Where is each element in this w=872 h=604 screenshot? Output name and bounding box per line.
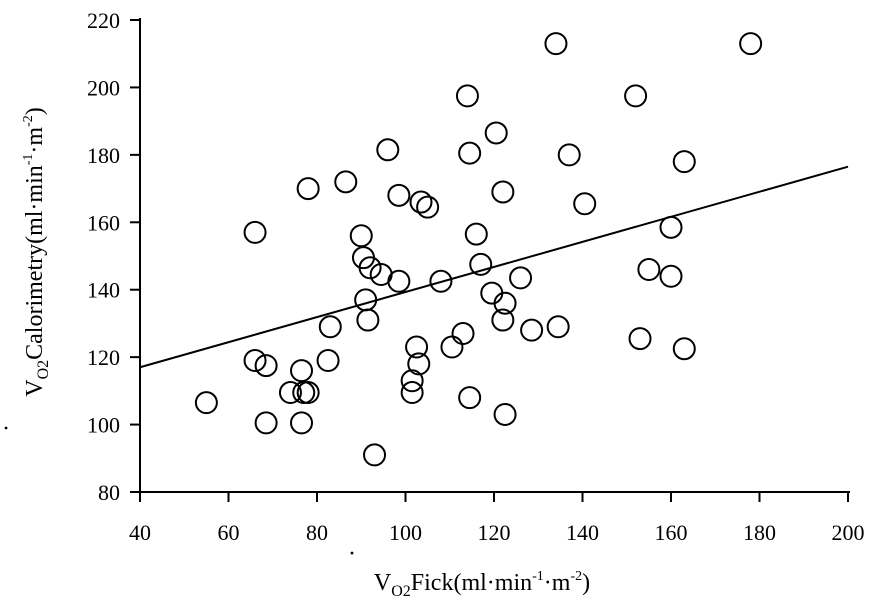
scatter-point (243, 349, 267, 373)
y-tick-label: 100 (87, 413, 120, 438)
x-tick-label: 80 (306, 520, 328, 545)
scatter-point (493, 402, 517, 426)
scatter-point (469, 252, 493, 276)
y-tick-label: 180 (87, 143, 120, 168)
x-axis: 40 60 80 100 120 140 160 180 200 (129, 491, 865, 545)
y-axis-title-sup1: -1 (21, 154, 36, 166)
plot-area (139, 32, 849, 467)
scatter-point (429, 269, 453, 293)
scatter-point (400, 369, 424, 393)
scatter-point (484, 121, 508, 145)
x-tick-label: 160 (655, 520, 688, 545)
scatter-point (358, 256, 382, 280)
x-axis-title-main: V (374, 570, 392, 596)
scatter-point (356, 308, 380, 332)
scatter-point (509, 266, 533, 290)
scatter-point (546, 315, 570, 339)
x-tick-label: 40 (129, 520, 151, 545)
y-axis-title-sub: O2 (35, 360, 52, 380)
x-axis-title-sub: O2 (391, 583, 411, 600)
scatter-point (194, 391, 218, 415)
x-axis-title-dot: · (348, 541, 356, 567)
x-axis-title-sup1: -1 (532, 569, 544, 584)
scatter-point (455, 84, 479, 108)
scatter-point (628, 327, 652, 351)
y-axis-title-sup2: -2 (21, 115, 36, 127)
y-axis-title-end: ) (22, 107, 48, 115)
scatter-point (254, 354, 278, 378)
scatter-point (318, 315, 342, 339)
scatter-point (659, 215, 683, 239)
scatter-point (491, 308, 515, 332)
scatter-point (464, 222, 488, 246)
scatter-point (672, 150, 696, 174)
x-tick-label: 100 (389, 520, 422, 545)
scatter-point (349, 224, 373, 248)
scatter-point (243, 220, 267, 244)
scatter-point (637, 257, 661, 281)
scatter-point (451, 322, 475, 346)
x-tick-label: 180 (743, 520, 776, 545)
y-tick-label: 140 (87, 278, 120, 303)
scatter-point (491, 180, 515, 204)
y-tick-label: 220 (87, 8, 120, 33)
scatter-point (316, 349, 340, 373)
scatter-point (409, 190, 433, 214)
scatter-point (290, 359, 314, 383)
x-tick-label: 200 (832, 520, 865, 545)
scatter-point (624, 84, 648, 108)
regression-line (139, 165, 849, 369)
y-tick-label: 160 (87, 210, 120, 235)
scatter-point (363, 443, 387, 467)
scatter-point (739, 32, 763, 56)
scatter-point (544, 32, 568, 56)
scatter-point (557, 143, 581, 167)
scatter-point (440, 335, 464, 359)
y-tick-label: 80 (98, 480, 120, 505)
scatter-point (458, 386, 482, 410)
scatter-point (493, 291, 517, 315)
y-axis-title-mid: ·m (22, 127, 48, 154)
x-axis-title: VO2Fick(ml·min-1·m-2) (374, 569, 590, 600)
x-axis-title-mid: ·m (544, 570, 571, 596)
x-tick-label: 60 (218, 520, 240, 545)
scatter-point (405, 335, 429, 359)
scatter-point (387, 183, 411, 207)
x-tick-label: 140 (566, 520, 599, 545)
scatter-point (480, 281, 504, 305)
scatter-point (376, 138, 400, 162)
scatter-point (387, 269, 411, 293)
x-axis-title-sup2: -2 (570, 569, 582, 584)
y-axis-title-main: V (22, 379, 48, 397)
y-axis-title: VO2Calorimetry(ml·min-1·m-2) (21, 107, 52, 397)
scatter-point (334, 170, 358, 194)
scatter-point (296, 381, 320, 405)
scatter-point (659, 264, 683, 288)
scatter-point (573, 192, 597, 216)
scatter-point (290, 411, 314, 435)
scatter-point (416, 195, 440, 219)
scatter-point (400, 381, 424, 405)
y-axis: 80 100 120 140 160 180 200 220 (87, 8, 141, 505)
x-tick-label: 120 (478, 520, 511, 545)
y-axis-title-dot: · (0, 424, 20, 432)
scatter-point (296, 177, 320, 201)
x-axis-title-end: ) (582, 570, 590, 596)
scatter-point (278, 381, 302, 405)
y-axis-title-rest: Calorimetry(ml·min (22, 165, 48, 360)
scatter-point (354, 288, 378, 312)
scatter-point (407, 352, 431, 376)
scatter-point (254, 411, 278, 435)
scatter-point (672, 337, 696, 361)
y-tick-label: 200 (87, 75, 120, 100)
x-axis-title-rest: Fick(ml·min (411, 570, 532, 596)
scatter-point (520, 318, 544, 342)
scatter-point (458, 141, 482, 165)
scatter-point (292, 381, 316, 405)
y-tick-label: 120 (87, 345, 120, 370)
